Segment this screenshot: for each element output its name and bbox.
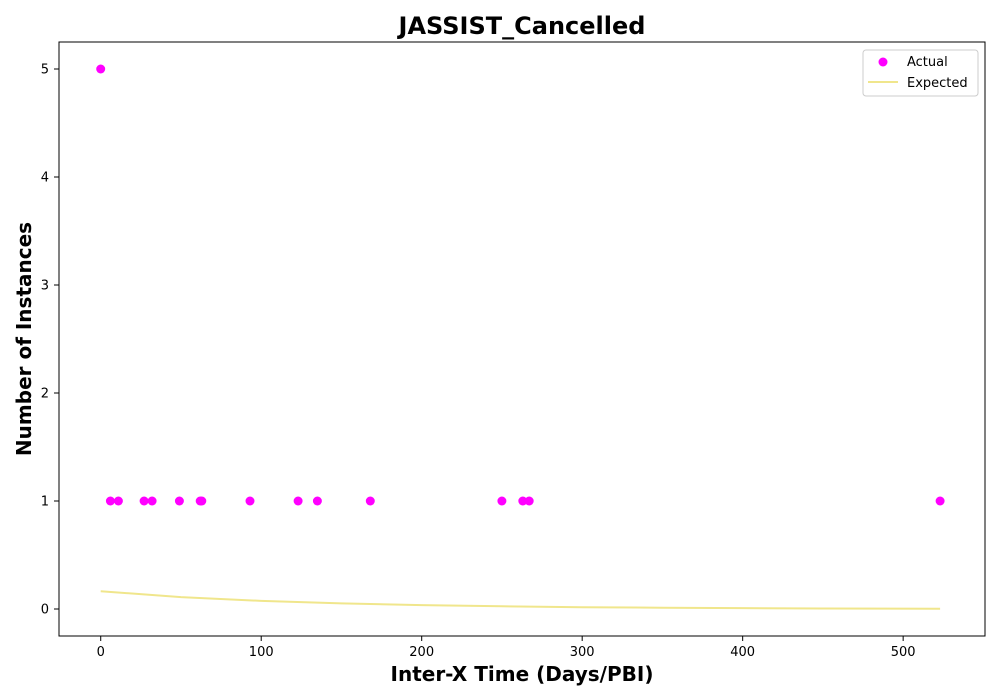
y-tick-label: 5 [41, 63, 49, 78]
x-axis-label: Inter-X Time (Days/PBI) [391, 662, 654, 686]
actual-data-point [524, 496, 534, 506]
x-tick-label: 500 [891, 645, 916, 660]
legend-expected-label: Expected [907, 76, 968, 91]
actual-data-point [147, 496, 157, 506]
actual-data-point [935, 496, 945, 506]
x-tick-label: 0 [97, 645, 105, 660]
actual-data-point [139, 496, 149, 506]
actual-data-point [96, 64, 106, 74]
actual-data-point [245, 496, 255, 506]
x-axis-ticks: 0 100 200 300 400 500 [97, 636, 916, 660]
y-axis-label: Number of Instances [12, 222, 36, 456]
actual-data-point [174, 496, 184, 506]
legend-actual-marker [878, 57, 888, 67]
x-tick-label: 100 [249, 645, 274, 660]
actual-data-point [365, 496, 375, 506]
y-tick-label: 0 [41, 603, 49, 618]
legend-box [862, 49, 979, 97]
y-tick-label: 4 [41, 171, 49, 186]
actual-data-point [497, 496, 507, 506]
actual-data-point [113, 496, 123, 506]
actual-data-point [105, 496, 115, 506]
plot-frame [58, 41, 986, 637]
legend-actual-label: Actual [907, 55, 948, 70]
expected-series-line [100, 590, 941, 610]
x-tick-label: 300 [570, 645, 595, 660]
plot-area [96, 64, 945, 610]
x-tick-label: 200 [409, 645, 434, 660]
actual-data-point [293, 496, 303, 506]
y-tick-label: 1 [41, 495, 49, 510]
x-tick-label: 400 [730, 645, 755, 660]
actual-data-point [197, 496, 207, 506]
y-tick-label: 3 [41, 279, 49, 294]
chart-title: JASSIST_Cancelled [397, 12, 646, 40]
actual-data-point [312, 496, 322, 506]
y-axis-ticks: 0 1 2 3 4 5 [41, 63, 59, 618]
y-tick-label: 2 [41, 387, 49, 402]
actual-data-point [518, 496, 528, 506]
legend: Actual Expected [862, 49, 979, 97]
